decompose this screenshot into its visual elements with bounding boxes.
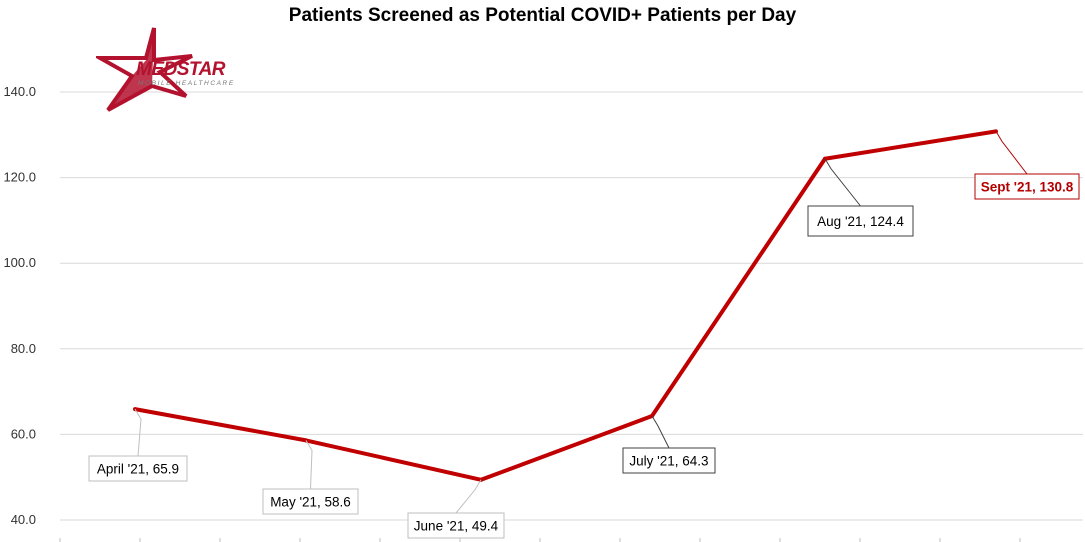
series-line-layer [133, 129, 998, 482]
data-label-text: July '21, 64.3 [629, 454, 708, 469]
leader-line [651, 415, 670, 449]
leader-line [134, 408, 142, 457]
leader-line [995, 131, 1028, 175]
data-label-0: April '21, 65.9 [88, 408, 188, 482]
y-tick-label: 80.0 [11, 341, 36, 356]
star-logo-icon [92, 27, 193, 112]
leader-line [455, 479, 482, 514]
y-tick-label: 120.0 [3, 170, 36, 185]
series-line [134, 129, 997, 482]
data-label-text: Aug '21, 124.4 [817, 214, 904, 229]
leader-line [305, 440, 313, 490]
leader-line [824, 158, 861, 207]
y-tick-label: 40.0 [11, 512, 36, 527]
label-box [974, 173, 1080, 200]
chart-title: Patients Screened as Potential COVID+ Pa… [288, 5, 797, 26]
data-labels: April '21, 65.9 May '21, 58.6 June '21, 49… [88, 131, 1080, 539]
x-axis-ticks [59, 538, 1021, 542]
label-box [262, 488, 359, 515]
data-label-2: June '21, 49.4 [407, 479, 505, 539]
data-label-text: Sept '21, 130.8 [981, 180, 1074, 195]
logo-tagline: MOBILE HEALTHCARE [138, 80, 235, 87]
label-box [407, 512, 505, 539]
data-label-3: July '21, 64.3 [622, 415, 716, 474]
gridlines [60, 91, 1083, 521]
label-box [622, 447, 716, 474]
data-label-text: May '21, 58.6 [270, 495, 351, 510]
data-label-text: April '21, 65.9 [97, 462, 179, 477]
logo-wordmark: MEDSTAR [136, 59, 226, 80]
data-label-1: May '21, 58.6 [262, 440, 359, 515]
data-label-text: June '21, 49.4 [414, 519, 499, 534]
label-box [88, 455, 188, 482]
y-tick-label: 140.0 [3, 84, 36, 99]
data-label-4: Aug '21, 124.4 [807, 158, 914, 237]
label-box [807, 205, 914, 237]
y-axis: 40.0 60.0 80.0 100.0 120.0 140.0 [3, 84, 36, 527]
medstar-logo: MEDSTAR MOBILE HEALTHCARE [92, 24, 246, 114]
data-label-5: Sept '21, 130.8 [974, 131, 1080, 200]
y-tick-label: 60.0 [11, 426, 36, 441]
y-tick-label: 100.0 [3, 255, 36, 270]
